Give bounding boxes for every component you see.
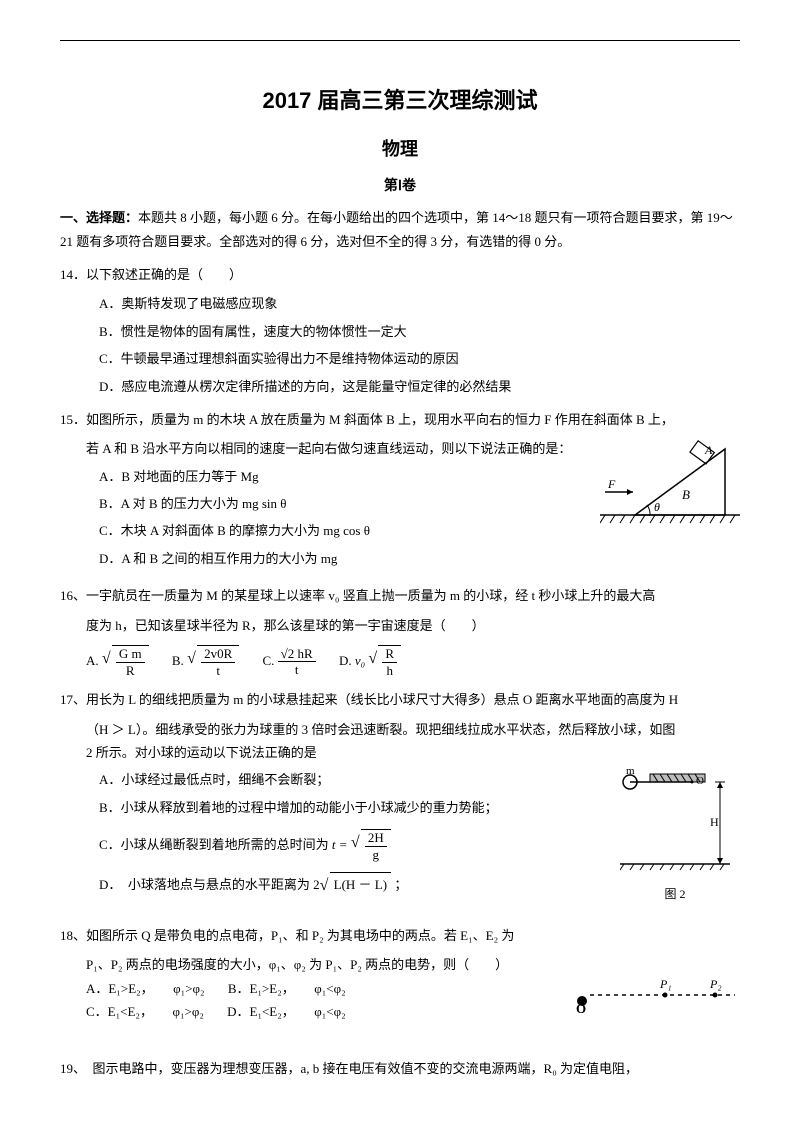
section1-label: 一、选择题： (60, 210, 138, 225)
q16-optD: D. v₀ Rh (339, 645, 401, 678)
q17-body: （H ＞ L）。细线承受的张力为球重的 3 倍时会迅速断裂。现把细线拉成水平状态… (60, 718, 740, 914)
q14-C: C．牛顿最早通过理想斜面实验得出力不是维持物体运动的原因 (86, 347, 740, 370)
q17-stem2: （H ＞ L）。细线承受的张力为球重的 3 倍时会迅速断裂。现把细线拉成水平状态… (86, 718, 740, 741)
q17-fig-label: 图 2 (620, 884, 730, 906)
q14-num: 14． (60, 267, 86, 282)
q15-figure: A B θ F (600, 437, 740, 532)
q16-optC: C. √2 hRt (262, 646, 315, 678)
q18: 18、如图所示 Q 是带负电的点电荷，P₁、和 P₂ 为其电场中的两点。若 E₁… (60, 924, 740, 947)
q17-fig-O: O (696, 775, 704, 787)
q16: 16、一宇航员在一质量为 M 的某星球上以速率 v₀ 竖直上抛一质量为 m 的小… (60, 584, 740, 607)
part: 第Ⅰ卷 (60, 173, 740, 198)
q16-options: A. G mR B. 2v0Rt C. √2 hRt D. v₀ Rh (86, 645, 740, 678)
q15-stem1: 如图所示，质量为 m 的木块 A 放在质量为 M 斜面体 B 上，现用水平向右的… (86, 412, 674, 427)
q19-num: 19、 (60, 1061, 80, 1076)
q16-optA: A. G mR (86, 645, 149, 678)
q15-fig-A: A (704, 443, 713, 457)
q18-num: 18、 (60, 928, 86, 943)
q15-num: 15． (60, 412, 86, 427)
q15-fig-theta: θ (654, 500, 660, 514)
q15-fig-B: B (682, 487, 690, 502)
q14-stem: 以下叙述正确的是（ ） (86, 267, 242, 282)
q16-num: 16、 (60, 588, 86, 603)
q17-stem3: 2 所示。对小球的运动以下说法正确的是 (86, 741, 740, 764)
q15-D: D．A 和 B 之间的相互作用力的大小为 mg (86, 547, 740, 570)
q16-stem2: 度为 h，已知该星球半径为 R，那么该星球的第一宇宙速度是（ ） (86, 614, 740, 637)
q18-fig-P1: P₁ (659, 977, 672, 991)
title: 2017 届高三第三次理综测试 (60, 81, 740, 121)
q14: 14．以下叙述正确的是（ ） (60, 263, 740, 286)
q17-num: 17、 (60, 692, 86, 707)
q17-stem1: 用长为 L 的细线把质量为 m 的小球悬挂起来（线长比小球尺寸大得多）悬点 O … (86, 692, 678, 707)
q17-fig-H: H (710, 815, 719, 829)
q16-body: 度为 h，已知该星球半径为 R，那么该星球的第一宇宙速度是（ ） (60, 614, 740, 637)
q15: 15．如图所示，质量为 m 的木块 A 放在质量为 M 斜面体 B 上，现用水平… (60, 408, 740, 431)
subject: 物理 (60, 133, 740, 165)
q18-B: B．E₁>E₂， φ₁<φ₂ (228, 977, 346, 1000)
q14-D: D．感应电流遵从楞次定律所描述的方向，这是能量守恒定律的必然结果 (86, 375, 740, 398)
q17: 17、用长为 L 的细线把质量为 m 的小球悬挂起来（线长比小球尺寸大得多）悬点… (60, 688, 740, 711)
q14-options: A．奥斯特发现了电磁感应现象 B．惯性是物体的固有属性，速度大的物体惯性一定大 … (60, 292, 740, 398)
q18-figure: Q P₁ P₂ (570, 973, 740, 1013)
q18-stem1: 如图所示 Q 是带负电的点电荷，P₁、和 P₂ 为其电场中的两点。若 E₁、E₂… (86, 928, 514, 943)
q18-C: C．E₁<E₂， φ₁>φ₂ (86, 1000, 204, 1023)
q18-fig-Q: Q (576, 1001, 586, 1013)
top-rule (60, 40, 740, 41)
q18-A: A．E₁>E₂， φ₁>φ₂ (86, 977, 205, 1000)
q16-stem1: 一宇航员在一质量为 M 的某星球上以速率 v₀ 竖直上抛一质量为 m 的小球，经… (86, 588, 655, 603)
q18-fig-P2: P₂ (709, 977, 722, 991)
q17-figure: m O H 图 2 (620, 764, 730, 906)
q15-fig-F: F (607, 477, 616, 491)
q14-A: A．奥斯特发现了电磁感应现象 (86, 292, 740, 315)
q14-B: B．惯性是物体的固有属性，速度大的物体惯性一定大 (86, 320, 740, 343)
q19: 19、 图示电路中，变压器为理想变压器，a, b 接在电压有效值不变的交流电源两… (60, 1057, 740, 1080)
q15-body: A B θ F 若 A 和 B 沿水平方向以相同的速度一起向右做匀速直线运动，则… (60, 437, 740, 574)
q18-D: D．E₁<E₂， φ₁<φ₂ (227, 1000, 346, 1023)
q18-body: Q P₁ P₂ P₁、P₂ 两点的电场强度的大小，φ₁、φ₂ 为 P₁、P₂ 两… (60, 953, 740, 1023)
section1-desc: 本题共 8 小题，每小题 6 分。在每小题给出的四个选项中，第 14～18 题只… (60, 210, 733, 248)
q17-fig-m: m (626, 765, 635, 777)
section1-heading: 一、选择题：本题共 8 小题，每小题 6 分。在每小题给出的四个选项中，第 14… (60, 206, 740, 253)
q19-stem: 图示电路中，变压器为理想变压器，a, b 接在电压有效值不变的交流电源两端，R₀… (80, 1061, 638, 1076)
q16-optB: B. 2v0Rt (172, 645, 239, 678)
